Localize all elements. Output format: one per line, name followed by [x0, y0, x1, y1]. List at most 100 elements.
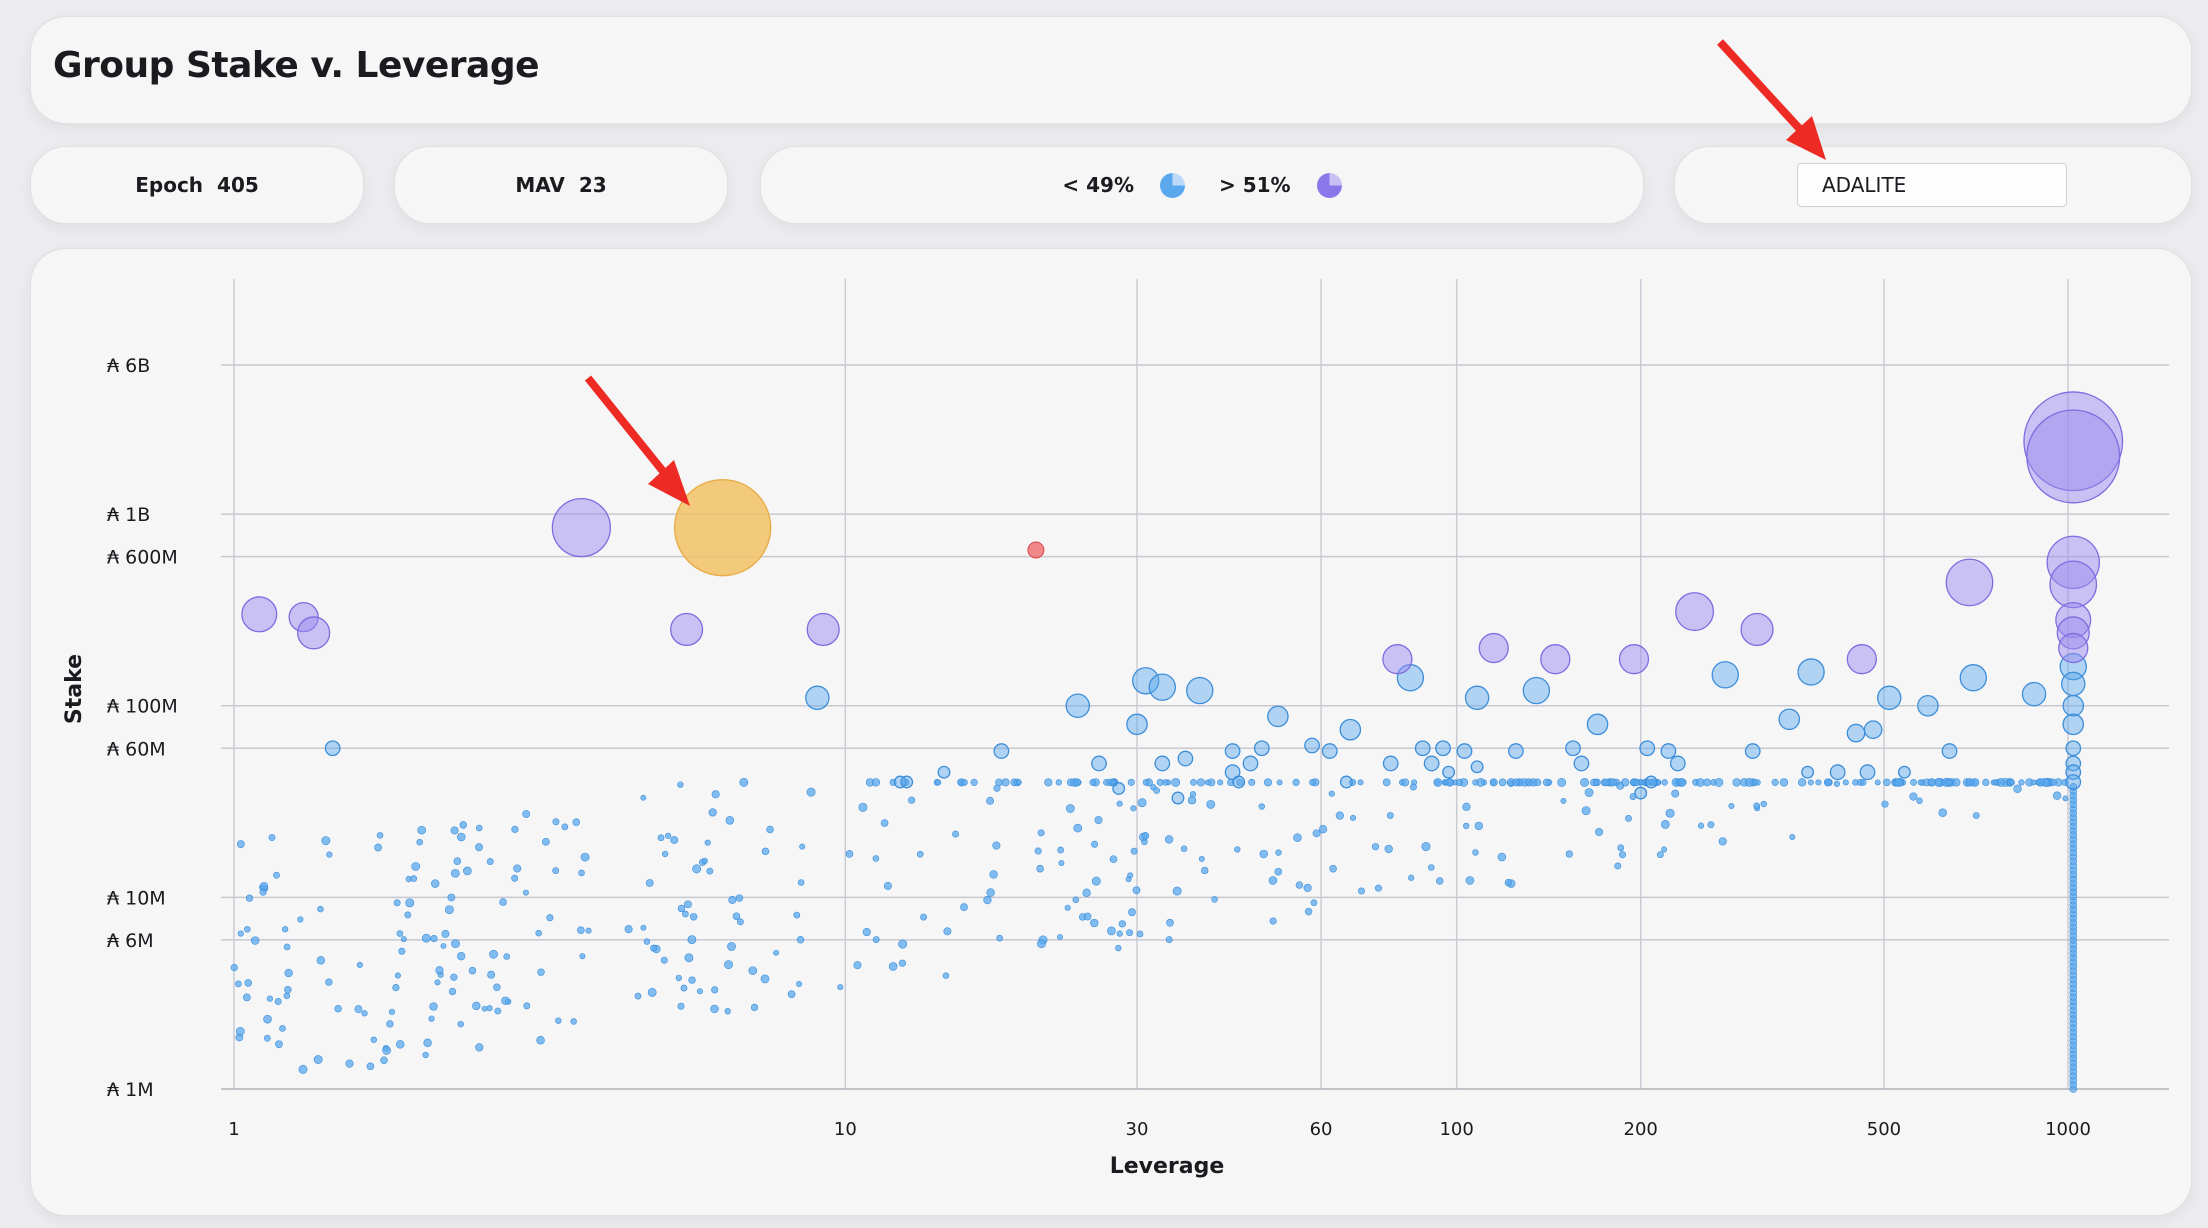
data-point — [297, 616, 331, 650]
small-data-point — [989, 870, 998, 879]
small-data-point — [1823, 778, 1833, 787]
small-data-point — [321, 836, 331, 846]
data-point — [1846, 644, 1877, 675]
small-data-point — [441, 929, 450, 938]
small-data-point — [1037, 829, 1045, 837]
small-data-point — [793, 911, 801, 919]
small-data-point — [405, 898, 415, 908]
small-data-point — [750, 1003, 759, 1012]
small-data-point — [1358, 887, 1365, 895]
small-data-point — [1136, 930, 1144, 938]
small-data-point — [1965, 778, 1975, 787]
y-tick-label: ₳ 600M — [107, 547, 178, 569]
small-data-point — [1952, 778, 1961, 787]
small-data-point — [766, 825, 774, 834]
small-data-point — [1310, 899, 1318, 907]
epoch-label: Epoch — [135, 173, 204, 197]
small-data-point — [266, 995, 274, 1002]
small-data-point — [711, 790, 720, 799]
small-data-point — [1972, 812, 1980, 819]
small-data-point — [735, 894, 744, 902]
small-data-point — [283, 943, 291, 951]
small-data-point — [1465, 876, 1475, 885]
small-data-point — [1141, 831, 1150, 840]
small-data-point — [429, 1002, 438, 1011]
small-data-point — [1842, 779, 1849, 786]
small-data-point — [1165, 936, 1173, 943]
small-data-point — [511, 874, 519, 882]
small-data-point — [1065, 804, 1075, 813]
small-data-point — [1206, 799, 1216, 809]
small-data-point — [725, 816, 735, 825]
small-data-point — [1180, 845, 1188, 852]
small-data-point — [450, 826, 459, 835]
small-data-point — [664, 832, 672, 839]
small-data-point — [396, 930, 404, 937]
small-data-point — [1073, 823, 1083, 833]
small-data-point — [689, 913, 698, 921]
small-data-point — [1996, 778, 2006, 787]
data-point — [1634, 786, 1648, 800]
data-point — [1091, 755, 1107, 772]
x-tick-label: 60 — [1310, 1119, 1333, 1140]
small-data-point — [845, 850, 854, 858]
small-data-point — [456, 951, 466, 961]
small-data-point — [880, 819, 889, 827]
small-data-point — [1616, 781, 1625, 790]
small-data-point — [1697, 822, 1705, 829]
small-data-point — [1172, 886, 1182, 896]
small-data-point — [748, 966, 758, 975]
small-data-point — [487, 970, 496, 979]
small-data-point — [382, 1046, 391, 1055]
small-data-point — [677, 904, 686, 913]
small-data-point — [1303, 883, 1312, 892]
data-point — [2065, 774, 2082, 790]
data-point — [1941, 743, 1958, 759]
small-data-point — [1350, 814, 1357, 821]
small-data-point — [853, 961, 862, 970]
small-data-point — [1268, 876, 1278, 885]
small-data-point — [1374, 884, 1382, 892]
small-data-point — [463, 866, 472, 876]
small-data-point — [797, 879, 805, 886]
small-data-point — [535, 929, 542, 937]
data-point — [1132, 667, 1160, 695]
x-axis-label: Leverage — [1110, 1154, 1225, 1179]
y-tick-label: ₳ 10M — [107, 887, 166, 909]
small-data-point — [1945, 778, 1953, 786]
small-data-point — [684, 900, 692, 909]
small-data-point — [1728, 802, 1735, 810]
small-data-point — [1107, 926, 1116, 936]
small-data-point — [386, 1020, 394, 1028]
small-data-point — [1938, 808, 1947, 818]
small-data-point — [2036, 778, 2045, 787]
points-layer — [230, 391, 2124, 1093]
small-data-point — [1833, 780, 1841, 787]
data-point — [1339, 775, 1353, 789]
small-data-point — [325, 978, 333, 986]
small-data-point — [279, 1025, 286, 1032]
small-data-point — [388, 1008, 396, 1015]
search-input[interactable] — [1797, 163, 2067, 207]
y-axis-label: Stake — [62, 654, 87, 724]
small-data-point — [996, 934, 1003, 942]
small-data-point — [960, 903, 968, 911]
data-point — [2058, 632, 2089, 664]
small-data-point — [316, 956, 326, 965]
small-data-point — [1489, 778, 1498, 787]
small-data-point — [244, 979, 253, 987]
small-data-point — [1560, 797, 1567, 804]
small-data-point — [1293, 833, 1302, 842]
mav-value: 23 — [578, 173, 607, 197]
small-data-point — [416, 838, 423, 846]
small-data-point — [555, 1017, 562, 1024]
small-data-point — [317, 905, 324, 913]
small-data-point — [503, 953, 511, 960]
small-data-point — [773, 949, 779, 956]
highlighted-data-point — [673, 478, 772, 577]
small-data-point — [724, 1008, 731, 1015]
small-data-point — [263, 1034, 271, 1042]
data-point — [1778, 708, 1801, 731]
small-data-point — [1714, 777, 1724, 787]
small-data-point — [1329, 864, 1337, 873]
